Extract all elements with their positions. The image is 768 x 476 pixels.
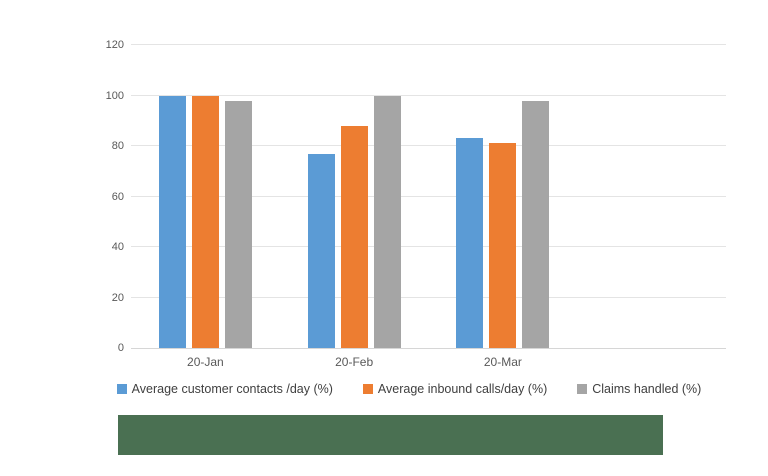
- chart-legend: Average customer contacts /day (%) Avera…: [0, 380, 768, 398]
- orange-square-icon: [362, 384, 373, 394]
- bar-20-Mar-claims-handled: [522, 100, 550, 348]
- y-tick-label-0: 0: [117, 342, 124, 354]
- bar-group-20-Feb: [307, 95, 401, 348]
- legend-item-claims-handled: Claims handled (%): [577, 382, 701, 396]
- legend-item-inbound-calls: Average inbound calls/day (%): [362, 382, 548, 396]
- y-tick-label-120: 120: [105, 39, 124, 51]
- gridline-0: [131, 348, 726, 349]
- legend-label: Average customer contacts /day (%): [131, 382, 333, 396]
- bar-20-Jan-average-inbound-calls-day: [191, 95, 219, 348]
- gray-square-icon: [577, 384, 588, 394]
- y-axis-labels: 0 20 40 60 80 100 120: [0, 39, 124, 354]
- legend-label: Average inbound calls/day (%): [377, 382, 548, 396]
- bar-20-Mar-average-inbound-calls-day: [489, 143, 517, 348]
- y-tick-label-80: 80: [111, 140, 124, 152]
- plot-area: [131, 44, 726, 349]
- bar-20-Jan-claims-handled: [224, 100, 252, 348]
- gridline-60: [131, 195, 726, 197]
- y-tick-label-100: 100: [105, 89, 124, 102]
- gridline-120: [131, 44, 726, 45]
- bar-group-20-Jan: [158, 95, 252, 348]
- bar-group-20-Mar: [456, 100, 550, 348]
- gridline-20: [131, 296, 726, 298]
- bar-20-Mar-average-customer-contacts-day: [456, 138, 484, 348]
- gridline-40: [131, 246, 726, 247]
- x-axis-labels: 20-Jan 20-Feb 20-Mar: [131, 354, 726, 370]
- x-category-label-20-Jan: 20-Jan: [187, 355, 224, 369]
- y-tick-label-40: 40: [111, 241, 124, 253]
- bar-20-Jan-average-customer-contacts-day: [158, 95, 186, 348]
- gridline-100: [131, 94, 726, 96]
- legend-label: Claims handled (%): [592, 382, 702, 396]
- bar-20-Feb-claims-handled: [373, 95, 401, 348]
- blue-square-icon: [116, 384, 127, 394]
- bar-20-Feb-average-inbound-calls-day: [340, 125, 368, 348]
- legend-item-customer-contacts: Average customer contacts /day (%): [116, 382, 333, 396]
- bar-20-Feb-average-customer-contacts-day: [307, 153, 335, 348]
- gridline-80: [131, 145, 726, 146]
- redacted-caption-box: [118, 415, 663, 455]
- x-category-label-20-Mar: 20-Mar: [483, 355, 522, 369]
- x-category-label-20-Feb: 20-Feb: [335, 355, 374, 369]
- y-tick-label-20: 20: [111, 291, 124, 304]
- y-tick-label-60: 60: [111, 190, 124, 203]
